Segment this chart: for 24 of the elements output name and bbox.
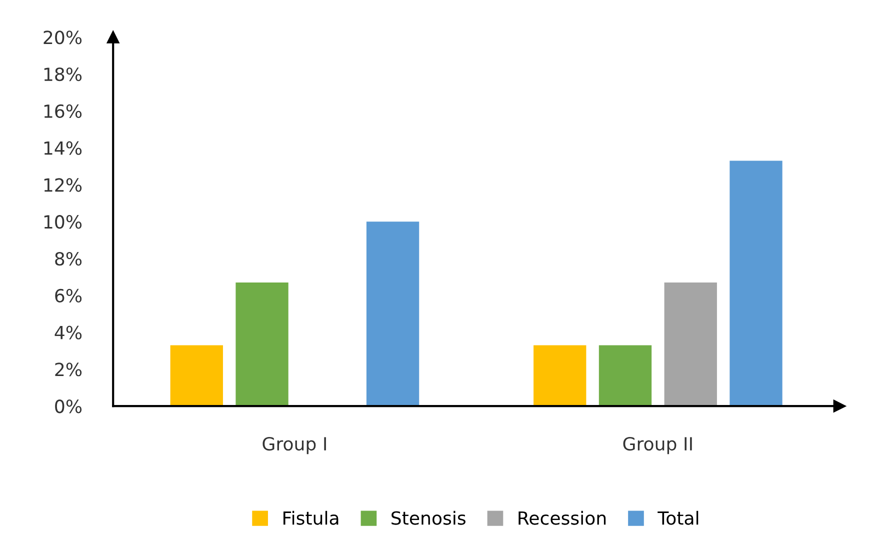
legend-label: Fistula	[283, 510, 338, 525]
legend-label: Total	[658, 510, 698, 525]
bar	[534, 345, 586, 406]
y-tick-label: 18%	[44, 67, 82, 82]
bar	[730, 160, 782, 406]
x-tick-label: Group II	[623, 436, 692, 454]
y-tick-label: 16%	[44, 104, 82, 118]
legend-label: Recession	[518, 510, 606, 525]
legend-label: Stenosis	[392, 510, 466, 525]
y-tick-label: 8%	[55, 252, 82, 266]
bar	[170, 345, 223, 406]
bar	[236, 282, 288, 406]
y-tick-label: 10%	[44, 215, 82, 229]
y-tick-label: 12%	[44, 178, 82, 192]
y-tick-label: 14%	[44, 141, 82, 155]
bar	[366, 222, 420, 406]
y-tick-label: 20%	[44, 30, 82, 44]
bar	[598, 345, 652, 406]
y-tick-label: 6%	[55, 288, 82, 303]
bar	[664, 282, 717, 406]
x-tick-label: Group I	[262, 436, 326, 454]
y-tick-label: 0%	[55, 400, 82, 414]
y-tick-label: 2%	[55, 362, 82, 376]
y-tick-label: 4%	[54, 326, 82, 340]
